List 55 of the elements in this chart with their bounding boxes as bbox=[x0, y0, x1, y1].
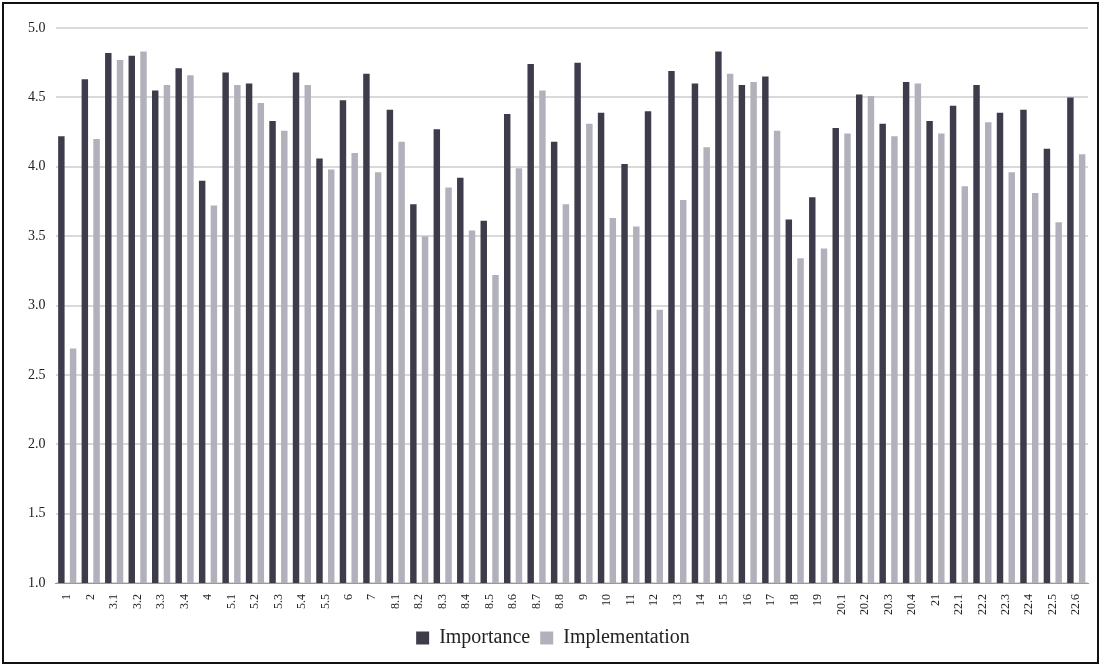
legend-label: Implementation bbox=[563, 625, 690, 649]
x-tick-label: 22.3 bbox=[998, 594, 1013, 615]
x-tick-label: 15 bbox=[716, 594, 731, 606]
y-tick-label: 5.0 bbox=[28, 19, 46, 35]
x-tick-label: 8.4 bbox=[458, 594, 473, 609]
x-tick-label: 4 bbox=[200, 594, 215, 600]
x-tick-label: 21 bbox=[927, 594, 942, 606]
x-tick-label: 3.1 bbox=[106, 594, 121, 609]
x-tick-label: 16 bbox=[739, 594, 754, 606]
x-tick-label: 22.6 bbox=[1068, 594, 1083, 615]
x-tick-label: 10 bbox=[599, 594, 614, 606]
x-tick-label: 9 bbox=[575, 594, 590, 600]
x-tick-label: 6 bbox=[340, 594, 355, 600]
x-tick-label: 2 bbox=[82, 594, 97, 600]
x-tick-label: 20.4 bbox=[904, 594, 919, 615]
x-tick-label: 22.1 bbox=[951, 594, 966, 615]
x-tick-label: 12 bbox=[646, 594, 661, 606]
x-tick-label: 5.4 bbox=[294, 594, 309, 609]
x-tick-label: 5.5 bbox=[317, 594, 332, 609]
x-tick-label: 8.3 bbox=[434, 594, 449, 609]
x-tick-label: 20.1 bbox=[833, 594, 848, 615]
x-tick-label: 8.2 bbox=[411, 594, 426, 609]
y-tick-label: 2.0 bbox=[28, 435, 46, 451]
y-tick-label: 4.0 bbox=[28, 158, 46, 174]
y-tick-label: 3.0 bbox=[28, 297, 46, 313]
x-tick-label: 22.4 bbox=[1021, 594, 1036, 615]
x-tick-label: 22.2 bbox=[974, 594, 989, 615]
x-tick-label: 22.5 bbox=[1044, 594, 1059, 615]
y-tick-label: 1.5 bbox=[28, 505, 46, 521]
x-tick-label: 3.3 bbox=[153, 594, 168, 609]
x-tick-label: 20.3 bbox=[880, 594, 895, 615]
x-tick-label: 3.2 bbox=[129, 594, 144, 609]
x-tick-label: 8.8 bbox=[552, 594, 567, 609]
x-tick-label: 5.2 bbox=[247, 594, 262, 609]
legend-label: Importance bbox=[439, 625, 531, 649]
x-tick-label: 20.2 bbox=[857, 594, 872, 615]
x-tick-label: 5.3 bbox=[270, 594, 285, 609]
x-tick-label: 19 bbox=[810, 594, 825, 606]
x-tick-label: 8.5 bbox=[481, 594, 496, 609]
x-tick-label: 18 bbox=[786, 594, 801, 606]
x-tick-label: 5.1 bbox=[223, 594, 238, 609]
x-tick-label: 8.6 bbox=[505, 594, 520, 609]
y-tick-label: 4.5 bbox=[28, 89, 46, 105]
x-tick-label: 17 bbox=[763, 594, 778, 606]
x-tick-label: 14 bbox=[692, 594, 707, 606]
x-tick-label: 8.1 bbox=[387, 594, 402, 609]
x-tick-label: 8.7 bbox=[528, 594, 543, 609]
x-tick-label: 3.4 bbox=[176, 594, 191, 609]
x-tick-label: 1 bbox=[59, 594, 74, 600]
y-tick-label: 1.0 bbox=[28, 574, 46, 590]
y-tick-label: 3.5 bbox=[28, 227, 46, 243]
x-tick-label: 11 bbox=[622, 594, 637, 606]
x-tick-label: 7 bbox=[364, 594, 379, 600]
x-tick-label: 13 bbox=[669, 594, 684, 606]
y-tick-label: 2.5 bbox=[28, 366, 46, 382]
